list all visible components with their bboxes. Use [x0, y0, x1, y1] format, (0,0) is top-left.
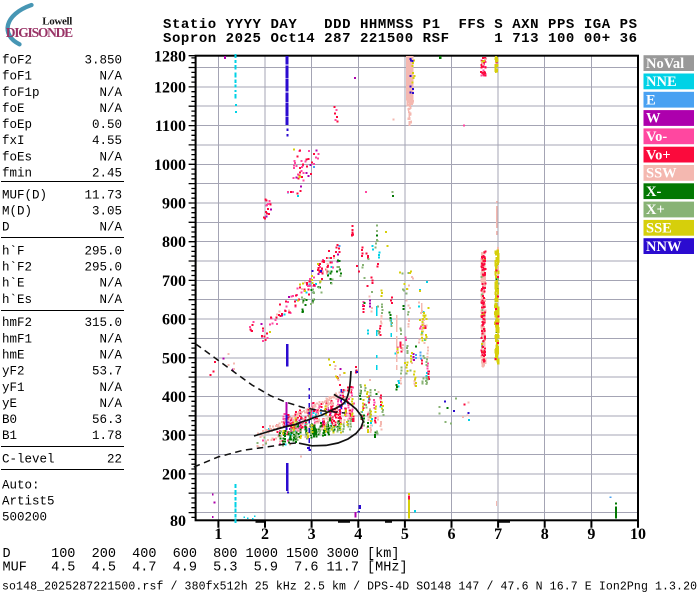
- svg-text:3: 3: [308, 526, 316, 543]
- svg-text:6: 6: [448, 526, 456, 543]
- svg-text:Auto:: Auto:: [2, 478, 40, 492]
- svg-text:NNE: NNE: [646, 74, 677, 90]
- svg-text:500200: 500200: [2, 511, 47, 525]
- svg-text:80: 80: [170, 513, 186, 530]
- svg-text:10: 10: [630, 526, 646, 543]
- svg-text:N/A: N/A: [99, 397, 122, 411]
- svg-text:D 100 200 400 600 800: D 100 200 400 600 800 1000 1500 3000 [km…: [3, 547, 400, 562]
- svg-text:hmF2: hmF2: [2, 316, 32, 330]
- svg-text:800: 800: [162, 234, 186, 251]
- svg-text:3.05: 3.05: [92, 204, 122, 218]
- svg-text:7: 7: [494, 526, 502, 543]
- svg-text:SSW: SSW: [646, 166, 677, 182]
- svg-text:200: 200: [162, 466, 186, 483]
- svg-text:NNW: NNW: [646, 239, 682, 255]
- svg-text:NoVal: NoVal: [646, 56, 684, 72]
- svg-text:N/A: N/A: [99, 332, 122, 346]
- svg-text:h`Es: h`Es: [2, 293, 32, 307]
- svg-text:W: W: [646, 111, 661, 127]
- svg-text:Lowell: Lowell: [42, 15, 72, 27]
- svg-text:700: 700: [162, 273, 186, 290]
- svg-text:DIGISONDE: DIGISONDE: [6, 25, 74, 40]
- svg-text:11.73: 11.73: [84, 188, 122, 202]
- svg-text:foF1: foF1: [2, 70, 32, 84]
- svg-text:N/A: N/A: [99, 381, 122, 395]
- svg-text:hmF1: hmF1: [2, 332, 32, 346]
- svg-text:N/A: N/A: [99, 349, 122, 363]
- svg-text:500: 500: [162, 350, 186, 367]
- svg-text:315.0: 315.0: [84, 316, 122, 330]
- svg-text:1280: 1280: [154, 48, 186, 65]
- svg-text:N/A: N/A: [99, 86, 122, 100]
- svg-text:2: 2: [261, 526, 269, 543]
- svg-text:8: 8: [541, 526, 549, 543]
- svg-text:2.45: 2.45: [92, 167, 122, 181]
- svg-text:Vo-: Vo-: [646, 129, 667, 145]
- svg-text:foEp: foEp: [2, 118, 32, 132]
- svg-text:N/A: N/A: [99, 277, 122, 291]
- svg-text:yF2: yF2: [2, 365, 25, 379]
- svg-text:fmin: fmin: [2, 167, 32, 181]
- svg-text:yE: yE: [2, 397, 17, 411]
- svg-text:4.55: 4.55: [92, 134, 122, 148]
- svg-text:1000: 1000: [154, 157, 186, 174]
- svg-text:B0: B0: [2, 413, 17, 427]
- svg-text:foF1p: foF1p: [2, 86, 40, 100]
- svg-text:h`E: h`E: [2, 277, 25, 291]
- svg-text:1: 1: [214, 526, 222, 543]
- svg-text:N/A: N/A: [99, 293, 122, 307]
- svg-text:Vo+: Vo+: [646, 147, 671, 163]
- svg-text:N/A: N/A: [99, 221, 122, 235]
- svg-text:N/A: N/A: [99, 102, 122, 116]
- svg-text:SSE: SSE: [646, 221, 672, 237]
- svg-text:N/A: N/A: [99, 70, 122, 84]
- svg-text:B1: B1: [2, 429, 17, 443]
- svg-text:22: 22: [107, 453, 122, 467]
- svg-text:so148_2025287221500.rsf / 380f: so148_2025287221500.rsf / 380fx512h 25 k…: [2, 581, 697, 594]
- svg-text:3.850: 3.850: [84, 54, 122, 68]
- svg-text:foE: foE: [2, 102, 25, 116]
- svg-text:900: 900: [162, 196, 186, 213]
- svg-text:N/A: N/A: [99, 150, 122, 164]
- svg-text:hmE: hmE: [2, 349, 25, 363]
- svg-text:C-level: C-level: [2, 453, 55, 467]
- svg-text:300: 300: [162, 428, 186, 445]
- svg-text:h`F: h`F: [2, 245, 25, 259]
- svg-text:53.7: 53.7: [92, 365, 122, 379]
- svg-text:Statio YYYY DAY DDD HHMMSS P: Statio YYYY DAY DDD HHMMSS P1 FFS S AXN …: [163, 17, 637, 33]
- svg-text:Sopron 2025 Oct14 287 221500 R: Sopron 2025 Oct14 287 221500 RSF 1 713 1…: [163, 31, 637, 47]
- svg-text:foF2: foF2: [2, 54, 32, 68]
- svg-text:1.78: 1.78: [92, 429, 122, 443]
- svg-text:M(D): M(D): [2, 204, 32, 218]
- svg-text:4: 4: [354, 526, 362, 543]
- svg-text:5: 5: [401, 526, 409, 543]
- svg-text:600: 600: [162, 312, 186, 329]
- svg-text:400: 400: [162, 389, 186, 406]
- svg-text:D: D: [2, 221, 10, 235]
- svg-text:295.0: 295.0: [84, 245, 122, 259]
- svg-text:h`F2: h`F2: [2, 261, 32, 275]
- svg-text:9: 9: [587, 526, 595, 543]
- svg-text:MUF(D): MUF(D): [2, 188, 47, 202]
- svg-text:295.0: 295.0: [84, 261, 122, 275]
- svg-text:E: E: [646, 92, 656, 108]
- svg-text:0.50: 0.50: [92, 118, 122, 132]
- svg-text:X+: X+: [646, 202, 665, 218]
- svg-text:1200: 1200: [154, 79, 186, 96]
- svg-text:X-: X-: [646, 184, 661, 200]
- svg-text:56.3: 56.3: [92, 413, 122, 427]
- svg-text:MUF 4.5 4.5 4.7 4.9 5.3: MUF 4.5 4.5 4.7 4.9 5.3 5.9 7.6 11.7 [MH…: [3, 561, 408, 576]
- svg-text:foEs: foEs: [2, 150, 32, 164]
- svg-text:1100: 1100: [155, 118, 186, 135]
- svg-text:fxI: fxI: [2, 134, 25, 148]
- svg-text:yF1: yF1: [2, 381, 25, 395]
- svg-text:Artist5: Artist5: [2, 495, 55, 509]
